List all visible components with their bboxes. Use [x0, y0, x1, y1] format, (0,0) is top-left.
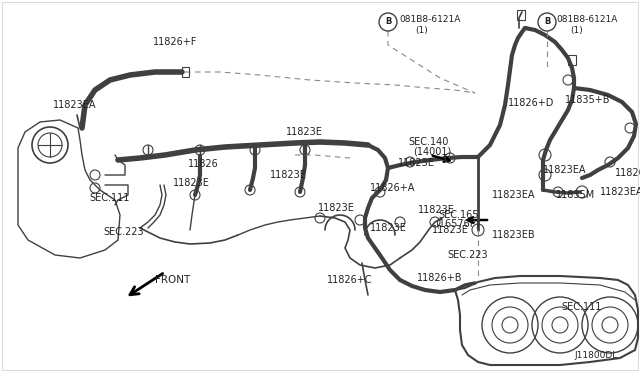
- Text: 11823E: 11823E: [286, 127, 323, 137]
- Bar: [182, 67, 189, 77]
- Text: SEC.223: SEC.223: [448, 250, 488, 260]
- Text: (14001): (14001): [413, 147, 451, 157]
- Text: FRONT: FRONT: [155, 275, 190, 285]
- Text: 11826+F: 11826+F: [153, 37, 197, 47]
- Text: 081B8-6121A: 081B8-6121A: [556, 16, 618, 25]
- Text: 11823EA: 11823EA: [543, 165, 586, 175]
- Text: 11823E: 11823E: [270, 170, 307, 180]
- Bar: [517, 10, 525, 20]
- Text: 11823E: 11823E: [432, 225, 469, 235]
- Text: 11823EA: 11823EA: [492, 190, 536, 200]
- Text: B: B: [544, 17, 550, 26]
- Text: 11823E: 11823E: [370, 223, 407, 233]
- Text: SEC.165: SEC.165: [438, 210, 479, 220]
- Text: SEC.111: SEC.111: [562, 302, 602, 312]
- Text: 11823E: 11823E: [173, 178, 210, 188]
- Text: 11823EB: 11823EB: [492, 230, 536, 240]
- Text: 081B8-6121A: 081B8-6121A: [399, 16, 460, 25]
- Text: (1): (1): [570, 26, 583, 35]
- Text: SEC.111: SEC.111: [90, 193, 130, 203]
- Text: 11826+A: 11826+A: [370, 183, 415, 193]
- Text: SEC.140: SEC.140: [408, 137, 449, 147]
- Text: J11800DL: J11800DL: [575, 352, 618, 360]
- Text: 11823EA: 11823EA: [600, 187, 640, 197]
- Text: (1): (1): [415, 26, 428, 35]
- Text: 11826+C: 11826+C: [327, 275, 372, 285]
- Text: 11823EA: 11823EA: [53, 100, 97, 110]
- Text: 11826+B: 11826+B: [417, 273, 463, 283]
- Text: 11823E: 11823E: [398, 158, 435, 168]
- Text: 11826: 11826: [188, 159, 219, 169]
- Text: 11835+B: 11835+B: [565, 95, 611, 105]
- Text: (16576P): (16576P): [435, 219, 479, 229]
- Text: 11826+E: 11826+E: [615, 168, 640, 178]
- Text: 11823E: 11823E: [418, 205, 455, 215]
- Text: 11826+D: 11826+D: [508, 98, 554, 108]
- Text: 11835M: 11835M: [556, 190, 595, 200]
- Text: B: B: [385, 17, 391, 26]
- Bar: [568, 55, 576, 65]
- Text: 11823E: 11823E: [318, 203, 355, 213]
- Text: SEC.223: SEC.223: [103, 227, 143, 237]
